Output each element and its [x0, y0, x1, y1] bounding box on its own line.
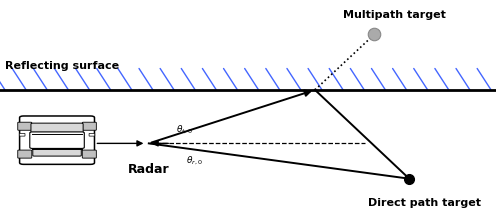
- Text: Radar: Radar: [128, 163, 170, 176]
- Text: $\theta_{r,0}$: $\theta_{r,0}$: [186, 155, 203, 167]
- Text: Direct path target: Direct path target: [368, 198, 481, 208]
- FancyBboxPatch shape: [31, 123, 83, 133]
- FancyBboxPatch shape: [82, 150, 96, 158]
- FancyBboxPatch shape: [18, 122, 32, 130]
- FancyBboxPatch shape: [30, 132, 84, 149]
- FancyBboxPatch shape: [18, 150, 32, 158]
- FancyBboxPatch shape: [89, 134, 95, 136]
- Text: Reflecting surface: Reflecting surface: [5, 61, 119, 71]
- FancyBboxPatch shape: [19, 134, 25, 136]
- FancyBboxPatch shape: [82, 122, 96, 130]
- Text: $\theta_{t,0}$: $\theta_{t,0}$: [176, 124, 193, 136]
- FancyBboxPatch shape: [33, 149, 81, 156]
- Text: Multipath target: Multipath target: [343, 10, 446, 20]
- FancyBboxPatch shape: [19, 116, 95, 164]
